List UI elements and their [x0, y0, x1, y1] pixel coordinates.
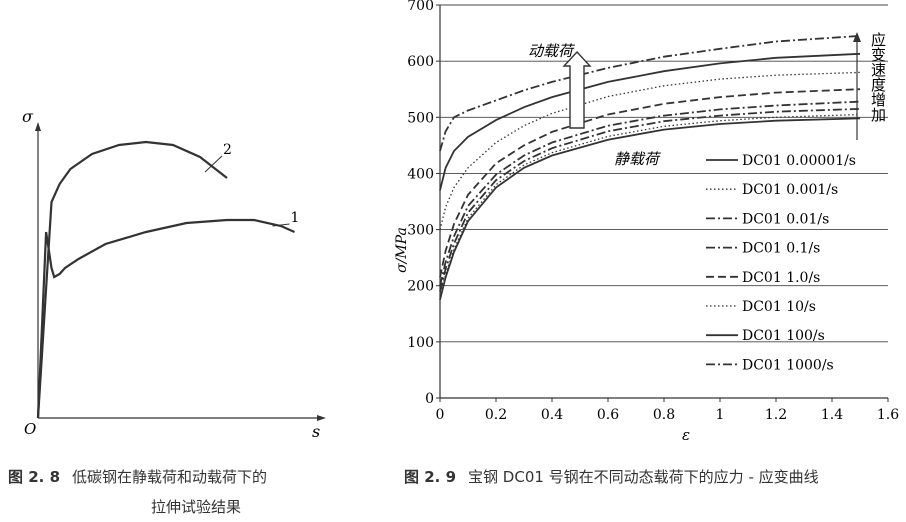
- fig2-xtick-label: 0: [436, 407, 445, 423]
- fig2-series-line-2: [439, 108, 861, 292]
- fig1-y-label: σ: [22, 107, 34, 126]
- legend-label-5: DC01 10/s: [742, 299, 816, 315]
- fig2-series-line-3: [439, 100, 861, 286]
- fig2-ytick-label: 500: [407, 110, 434, 126]
- strain-rate-increase-arrow: [853, 32, 861, 140]
- fig2-xtick-label: 0.2: [485, 407, 507, 423]
- fig1-x-arrow: [317, 415, 326, 421]
- fig2-y-ticks: 0 100 200 300 400 500 600 700: [407, 0, 440, 407]
- fig1-series-label-1: 1: [291, 210, 300, 226]
- annotation-strain-rate-increase: 应变速度增加: [869, 31, 887, 123]
- fig1-series-2: [36, 140, 228, 419]
- legend-label-2: DC01 0.01/s: [742, 211, 829, 227]
- fig2-ytick-label: 700: [407, 0, 434, 14]
- fig1-series-1: [36, 218, 295, 419]
- fig1-origin-label: O: [24, 420, 36, 438]
- legend-label-1: DC01 0.001/s: [742, 182, 838, 198]
- fig2-series-line-5: [439, 71, 861, 230]
- fig2-series-line-7: [439, 35, 861, 152]
- fig2-xtick-label: 1.4: [821, 407, 843, 423]
- fig2-ytick-label: 400: [407, 166, 434, 182]
- legend-label-4: DC01 1.0/s: [742, 270, 820, 286]
- fig1-y-arrow: [35, 122, 41, 131]
- figure-2-8: σ s O 12: [22, 107, 326, 441]
- fig1-series-label-2: 2: [223, 142, 232, 158]
- fig2-series-line-4: [439, 88, 861, 278]
- annotation-static-load: 静载荷: [614, 150, 662, 168]
- figure-2-9: 0 0.2 0.4 0.6 0.8 1 1.2 1.4 1.6 0 100 200 300 400 500…: [394, 0, 899, 444]
- fig2-number: 图 2. 9: [404, 468, 457, 486]
- fig1-number: 图 2. 8: [8, 468, 61, 486]
- fig2-series-line-0: [439, 117, 861, 301]
- fig1-leader-2: [204, 155, 223, 173]
- fig2-series-group: [439, 35, 861, 301]
- fig2-xtick-label: 0.8: [653, 407, 675, 423]
- fig2-ytick-label: 0: [425, 391, 434, 407]
- fig2-ytick-label: 200: [407, 279, 434, 295]
- fig1-caption: 图 2. 8 低碳钢在静载荷和动载荷下的: [8, 466, 267, 487]
- fig2-xtick-label: 0.4: [541, 407, 563, 423]
- up-hollow-arrow: [562, 50, 592, 129]
- fig1-caption-line2: 拉伸试验结果: [151, 498, 242, 516]
- fig1-x-label: s: [312, 422, 320, 441]
- fig2-ytick-label: 600: [407, 54, 434, 70]
- fig1-series-group: 12: [36, 140, 300, 419]
- fig1-leader-1: [272, 223, 290, 227]
- fig2-caption-text: 宝钢 DC01 号钢在不同动态载荷下的应力 - 应变曲线: [468, 468, 819, 486]
- fig2-xtick-label: 0.6: [597, 407, 619, 423]
- annotation-dynamic-load: 动载荷: [528, 42, 576, 60]
- fig2-x-ticks: 0 0.2 0.4 0.6 0.8 1 1.2 1.4 1.6: [436, 398, 899, 423]
- fig2-y-label: σ/MPa: [394, 227, 410, 273]
- legend-label-6: DC01 100/s: [742, 328, 825, 344]
- fig2-xtick-label: 1.6: [877, 407, 899, 423]
- fig2-legend: DC01 0.00001/s DC01 0.001/s DC01 0.01/s DC0…: [706, 153, 856, 373]
- fig2-series-line-1: [439, 113, 861, 298]
- fig2-gridlines: [440, 4, 888, 343]
- fig2-ytick-label: 300: [407, 223, 434, 239]
- fig2-xtick-label: 1.2: [765, 407, 787, 423]
- fig2-caption: 图 2. 9 宝钢 DC01 号钢在不同动态载荷下的应力 - 应变曲线: [404, 466, 819, 487]
- fig2-xtick-label: 1: [716, 407, 725, 423]
- legend-label-3: DC01 0.1/s: [742, 241, 820, 257]
- fig2-x-label: ε: [682, 426, 690, 444]
- legend-label-7: DC01 1000/s: [742, 357, 834, 373]
- fig2-series-line-6: [439, 52, 861, 191]
- fig2-ytick-label: 100: [407, 335, 434, 351]
- legend-label-0: DC01 0.00001/s: [742, 153, 856, 169]
- fig1-caption-line1: 低碳钢在静载荷和动载荷下的: [72, 468, 268, 486]
